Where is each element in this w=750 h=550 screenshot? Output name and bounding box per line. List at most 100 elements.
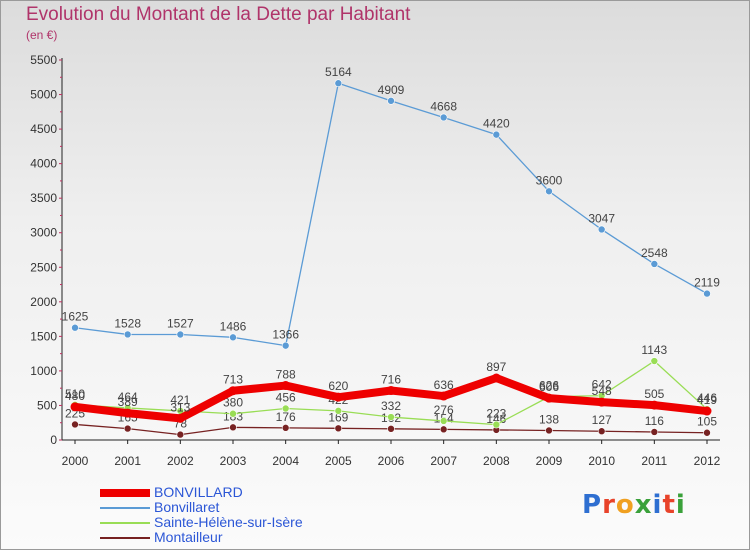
series-0-point [228,386,238,396]
series-2-data-label: 642 [592,378,612,392]
series-1-point [439,113,448,122]
series-2-data-label: 276 [434,403,454,417]
x-tick-label: 2000 [62,454,89,468]
series-3-data-label: 127 [592,413,612,427]
series-3-point [281,424,290,432]
legend-label: Bonvillaret [154,499,220,515]
series-2-data-label: 1143 [641,343,667,357]
y-tick-label: 1000 [30,364,57,378]
series-3-point [703,428,711,437]
series-2-point [492,420,501,429]
series-0-data-label: 636 [434,378,454,392]
series-2-point [439,417,448,425]
x-tick-label: 2003 [220,454,247,468]
series-0-data-label: 548 [592,384,612,398]
series-0-point [649,400,659,410]
series-0-data-label: 419 [697,393,717,407]
logo-letter: o [615,490,635,520]
series-1-data-label: 1528 [114,316,141,330]
logo-letter: i [652,490,663,520]
series-1-data-label: 5164 [325,65,352,79]
legend-swatch [100,489,150,497]
series-2-point [281,404,290,413]
series-0-point [175,413,185,423]
x-tick-label: 2009 [536,454,563,468]
series-1-point [123,330,132,339]
series-2-point [650,357,659,365]
series-1-point [281,341,290,350]
series-0-point [70,402,80,412]
series-3-point [123,424,132,433]
series-0-data-label: 313 [170,400,190,414]
legend-swatch [100,507,150,509]
series-1-point [545,187,553,196]
proxiti-logo: Proxiti [582,490,686,520]
legend-label: Sainte-Hélène-sur-Isère [154,514,303,530]
series-2-point [229,409,237,418]
legend-swatch [100,537,150,539]
series-0-point [123,408,133,418]
series-2-data-label: 446 [697,391,717,405]
x-tick-label: 2007 [430,454,457,468]
series-1-data-label: 1625 [62,310,89,324]
series-0-data-label: 389 [118,395,138,409]
series-3-point [229,423,237,432]
x-tick-label: 2005 [325,454,352,468]
series-1-point [334,79,343,88]
legend-swatch [100,522,150,524]
logo-letter: t [662,490,676,520]
series-3-point [176,430,185,439]
y-tick-label: 500 [37,398,57,412]
series-1-data-label: 4668 [430,99,457,113]
series-0-point [333,392,343,402]
series-1-data-label: 4420 [483,117,510,131]
series-1-data-label: 2119 [694,276,720,290]
series-3-data-label: 169 [328,410,348,424]
series-3-point [650,428,659,436]
logo-letter: i [675,490,686,520]
series-3-point [597,427,606,436]
x-tick-label: 2004 [272,454,299,468]
series-2-data-label: 223 [486,407,506,421]
x-tick-label: 2006 [378,454,405,468]
series-0-point [439,391,449,401]
series-1-data-label: 2548 [641,246,668,260]
series-0-data-label: 505 [644,387,664,401]
series-1-data-label: 4909 [378,83,405,97]
y-tick-label: 5000 [30,88,57,102]
series-1-point [176,330,185,339]
series-0: 480 389 313 713 788 620 716 636 897 606 548 505 419 [65,360,717,423]
series-3-point [334,424,343,433]
series-1-point [703,289,711,298]
logo-letter: P [582,490,603,520]
y-tick-label: 2000 [30,295,57,309]
y-tick-label: 4000 [30,157,57,171]
series-2-data-label: 510 [65,387,85,401]
series-0-data-label: 480 [65,389,85,403]
x-tick-label: 2010 [588,454,615,468]
series-2-data-label: 421 [170,393,190,407]
series-3-point [387,425,395,433]
series-1-point [387,97,395,105]
series-1-data-label: 1366 [272,328,299,342]
series-1-point [597,225,606,234]
series-2-point [387,413,395,421]
series-1-data-label: 3047 [588,211,615,225]
series-1-data-label: 1486 [220,319,247,333]
y-tick-label: 5500 [30,53,57,67]
y-tick-label: 3000 [30,226,57,240]
series-0-point [491,373,501,383]
x-tick-label: 2001 [114,454,141,468]
series-2-data-label: 626 [539,379,559,393]
series-1-point [650,260,659,268]
series-3-point [71,420,79,429]
series-3-point [439,425,448,434]
series-1-data-label: 1527 [167,316,194,330]
series-0-point [281,381,291,391]
logo-letter: x [634,490,653,520]
y-tick-label: 0 [50,433,57,447]
series-2-point [334,407,343,415]
legend-label: BONVILLARD [154,484,243,500]
